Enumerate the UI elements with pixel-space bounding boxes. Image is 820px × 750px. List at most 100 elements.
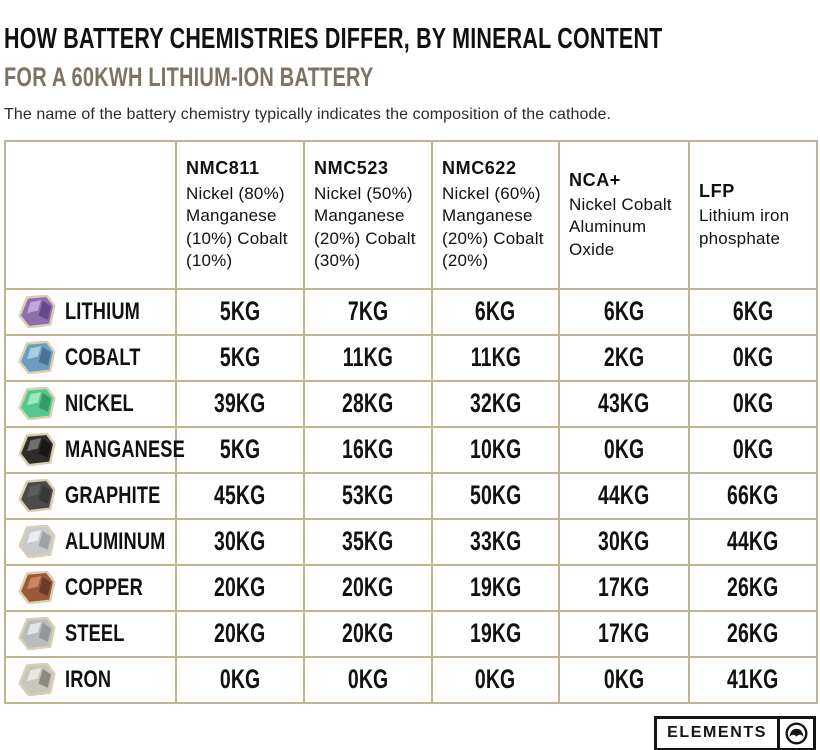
value-text: 0KG [603, 434, 645, 465]
value-text: 32KG [469, 388, 522, 419]
column-description: Lithium iron phosphate [699, 206, 790, 248]
table-row-aluminum: ALUMINUM 30KG 35KG 33KG 30KG 44KG [4, 517, 818, 566]
value-text: 44KG [598, 480, 650, 511]
mineral-cell: IRON [4, 655, 177, 704]
value-cell: 35KG [303, 517, 433, 566]
value-cell: 26KG [688, 563, 818, 612]
value-text: 5KG [219, 296, 261, 327]
value-text: 50KG [469, 480, 522, 511]
table-row-copper: COPPER 20KG 20KG 19KG 17KG 26KG [4, 563, 818, 612]
column-code: NMC811 [186, 158, 260, 179]
value-text: 2KG [603, 342, 645, 373]
value-cell: 0KG [688, 333, 818, 382]
value-cell: 0KG [175, 655, 305, 704]
mineral-name: STEEL [65, 619, 125, 647]
value-cell: 6KG [558, 287, 690, 336]
value-text: 41KG [727, 664, 779, 695]
copper-mineral-icon [18, 571, 56, 605]
value-text: 44KG [727, 526, 779, 557]
value-cell: 28KG [303, 379, 433, 428]
value-text: 0KG [219, 664, 261, 695]
value-text: 6KG [732, 296, 774, 327]
mineral-cell: GRAPHITE [4, 471, 177, 520]
elements-logo-icon [777, 718, 813, 748]
value-text: 0KG [475, 664, 516, 695]
value-cell: 10KG [431, 425, 560, 474]
column-description: Nickel (80%) Manganese (10%) Cobalt (10%… [186, 183, 288, 271]
value-text: 0KG [347, 664, 389, 695]
value-text: 30KG [598, 526, 650, 557]
value-text: 7KG [347, 296, 389, 327]
elements-brand-text: ELEMENTS [667, 724, 767, 742]
value-cell: 0KG [558, 425, 690, 474]
value-text: 17KG [598, 572, 650, 603]
mineral-name: COPPER [65, 573, 143, 601]
graphite-mineral-icon [18, 479, 56, 513]
value-cell: 45KG [175, 471, 305, 520]
value-cell: 66KG [688, 471, 818, 520]
value-text: 33KG [469, 526, 522, 557]
value-cell: 0KG [688, 425, 818, 474]
value-cell: 6KG [688, 287, 818, 336]
page-description: The name of the battery chemistry typica… [4, 105, 612, 123]
value-cell: 5KG [175, 425, 305, 474]
value-text: 39KG [214, 388, 266, 419]
column-header-lfp: LFP Lithium iron phosphate [688, 139, 818, 290]
column-header-nmc523: NMC523 Nickel (50%) Manganese (20%) Coba… [303, 139, 433, 290]
value-text: 11KG [342, 342, 394, 373]
mineral-cell: NICKEL [4, 379, 177, 428]
mineral-cell: COBALT [4, 333, 177, 382]
column-code: NMC523 [314, 158, 389, 179]
minerals-table: NMC811 Nickel (80%) Manganese (10%) Coba… [4, 139, 818, 704]
value-cell: 17KG [558, 609, 690, 658]
value-text: 28KG [342, 388, 394, 419]
value-text: 19KG [469, 618, 522, 649]
value-text: 20KG [214, 572, 266, 603]
page-subtitle: FOR A 60KWH LITHIUM-ION BATTERY [4, 62, 374, 93]
value-text: 5KG [219, 434, 261, 465]
nickel-mineral-icon [18, 387, 56, 421]
table-row-nickel: NICKEL 39KG 28KG 32KG 43KG 0KG [4, 379, 818, 428]
value-text: 53KG [342, 480, 394, 511]
column-code: LFP [699, 180, 735, 201]
value-cell: 50KG [431, 471, 560, 520]
value-text: 26KG [727, 572, 779, 603]
value-text: 10KG [469, 434, 522, 465]
mineral-cell: COPPER [4, 563, 177, 612]
value-cell: 53KG [303, 471, 433, 520]
value-text: 20KG [342, 618, 394, 649]
mineral-cell: LITHIUM [4, 287, 177, 336]
mineral-name: IRON [65, 665, 112, 693]
elements-logo: ELEMENTS [654, 715, 816, 750]
mineral-cell: STEEL [4, 609, 177, 658]
steel-mineral-icon [18, 617, 56, 651]
value-text: 11KG [470, 342, 521, 373]
value-cell: 20KG [175, 609, 305, 658]
value-cell: 30KG [558, 517, 690, 566]
table-row-lithium: LITHIUM 5KG 7KG 6KG 6KG 6KG [4, 287, 818, 336]
value-cell: 6KG [431, 287, 560, 336]
value-cell: 11KG [431, 333, 560, 382]
table-row-steel: STEEL 20KG 20KG 19KG 17KG 26KG [4, 609, 818, 658]
value-text: 20KG [342, 572, 394, 603]
value-text: 20KG [214, 618, 266, 649]
value-cell: 0KG [303, 655, 433, 704]
value-cell: 19KG [431, 609, 560, 658]
table-row-manganese: MANGANESE 5KG 16KG 10KG 0KG 0KG [4, 425, 818, 474]
value-cell: 5KG [175, 287, 305, 336]
value-cell: 7KG [303, 287, 433, 336]
corner-cell [4, 139, 177, 290]
mineral-name: NICKEL [65, 389, 134, 417]
value-cell: 20KG [303, 563, 433, 612]
value-cell: 30KG [175, 517, 305, 566]
footer: ELEMENTS [4, 715, 816, 750]
value-cell: 0KG [558, 655, 690, 704]
mineral-name: MANGANESE [65, 435, 185, 463]
column-description: Nickel Cobalt Aluminum Oxide [569, 195, 672, 259]
mineral-name: ALUMINUM [65, 527, 166, 555]
value-text: 0KG [732, 388, 774, 419]
value-text: 0KG [732, 342, 774, 373]
table-row-iron: IRON 0KG 0KG 0KG 0KG 41KG [4, 655, 818, 704]
value-cell: 0KG [431, 655, 560, 704]
lithium-mineral-icon [18, 295, 56, 329]
